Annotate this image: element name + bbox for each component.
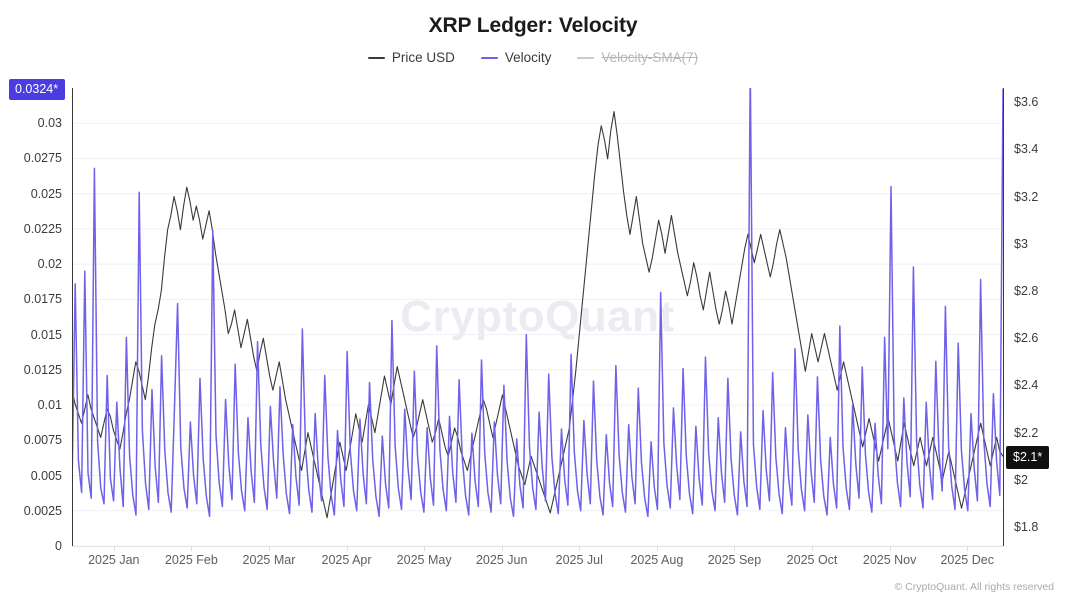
legend-item-price-usd[interactable]: Price USD [368,50,455,65]
y-axis-right-tick: $2.6 [1014,331,1038,345]
x-axis-tick-label: 2025 Jun [476,553,527,567]
y-axis-left-tick: 0.01 [0,398,62,412]
y-axis-left-tick: 0 [0,539,62,553]
x-axis-tick-label: 2025 May [397,553,452,567]
y-axis-left-tick: 0.0225 [0,222,62,236]
y-axis-left-tick: 0.0275 [0,151,62,165]
y-axis-right-tick: $1.8 [1014,520,1038,534]
y-axis-left-line [72,88,73,546]
copyright-credit: © CryptoQuant. All rights reserved [895,581,1054,593]
legend-label-velocity: Velocity [505,50,552,65]
y-axis-left-tick: 0.03 [0,116,62,130]
y-axis-right-tick: $2.8 [1014,284,1038,298]
x-axis-tick-label: 2025 Jan [88,553,139,567]
chart-container: XRP Ledger: Velocity Price USD Velocity … [0,0,1066,600]
x-axis-line [72,546,1004,547]
y-axis-right-tick: $3.2 [1014,190,1038,204]
y-axis-left-tick: 0.0075 [0,433,62,447]
x-axis-tick-label: 2025 Oct [787,553,838,567]
y-axis-right-tick: $2.2 [1014,426,1038,440]
price-value-badge: $2.1* [1006,446,1049,469]
y-axis-left-tick: 0.005 [0,469,62,483]
legend-swatch-velocity [481,57,498,59]
x-axis-tick-label: 2025 Sep [708,553,762,567]
legend-item-velocity-sma7[interactable]: Velocity-SMA(7) [577,50,698,65]
y-axis-left-tick: 0.02 [0,257,62,271]
x-axis-tick-label: 2025 Nov [863,553,917,567]
x-axis-tick-label: 2025 Aug [630,553,683,567]
y-axis-left-tick: 0.0175 [0,292,62,306]
x-axis-tick-label: 2025 Jul [556,553,603,567]
legend-label-velocity-sma7: Velocity-SMA(7) [601,50,698,65]
x-axis-tick-label: 2025 Dec [940,553,994,567]
legend-swatch-price-usd [368,57,385,59]
page-title: XRP Ledger: Velocity [0,14,1066,38]
y-axis-right-tick: $2 [1014,473,1028,487]
y-axis-left-tick: 0.0125 [0,363,62,377]
y-axis-left-tick: 0.015 [0,328,62,342]
y-axis-right-line [1003,88,1004,546]
velocity-value-badge: 0.0324* [9,79,65,100]
y-axis-right-tick: $3 [1014,237,1028,251]
y-axis-left-tick: 0.025 [0,187,62,201]
chart-canvas [72,88,1003,546]
x-axis-tick-label: 2025 Mar [243,553,296,567]
chart-legend: Price USD Velocity Velocity-SMA(7) [0,50,1066,65]
y-axis-left-tick: 0.0025 [0,504,62,518]
y-axis-right-tick: $3.4 [1014,142,1038,156]
y-axis-right-tick: $3.6 [1014,95,1038,109]
x-axis-tick-label: 2025 Feb [165,553,218,567]
y-axis-right-tick: $2.4 [1014,378,1038,392]
x-axis-tick-label: 2025 Apr [322,553,372,567]
plot-area[interactable]: CryptoQuant [72,88,1003,546]
legend-swatch-velocity-sma7 [577,57,594,59]
legend-item-velocity[interactable]: Velocity [481,50,552,65]
legend-label-price-usd: Price USD [392,50,455,65]
